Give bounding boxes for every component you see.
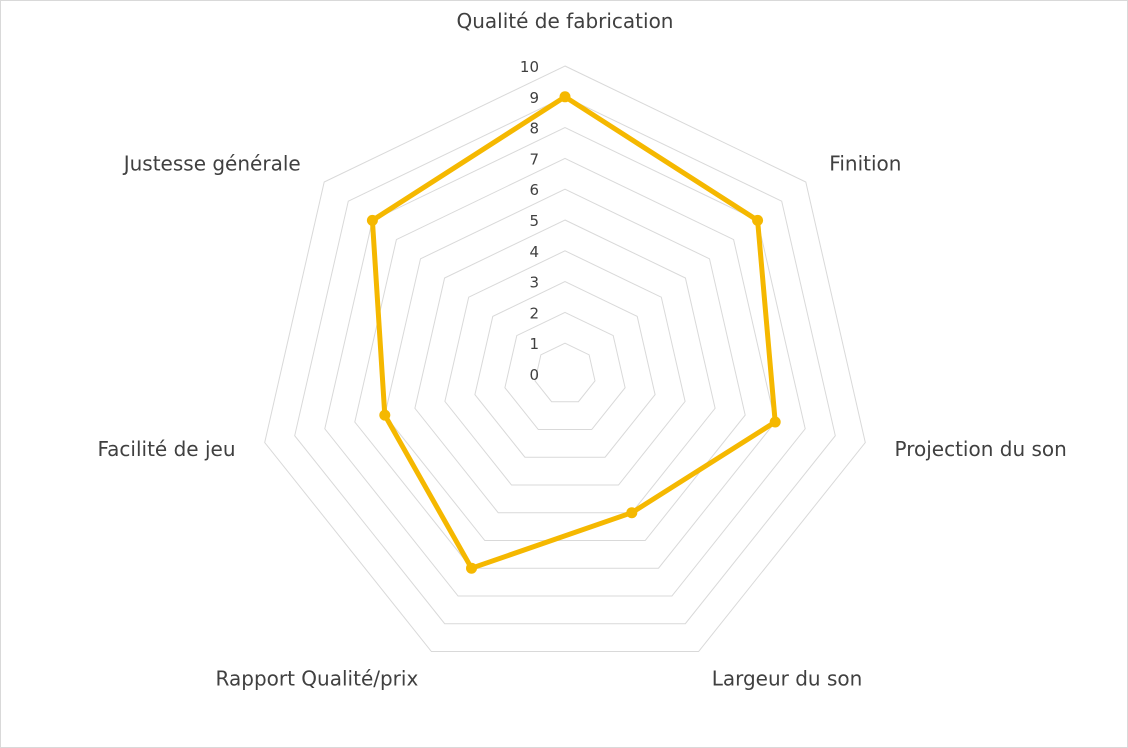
axis-label-7: Justesse générale	[122, 151, 301, 175]
grid	[264, 65, 866, 652]
tick-labels: 0 1 2 3 4 5 6 7 8 9 10	[520, 58, 539, 384]
data-point-5	[466, 562, 477, 574]
grid-ring-10	[264, 65, 866, 652]
tick-label-3: 3	[529, 274, 539, 292]
grid-ring-8	[324, 127, 806, 597]
axis-label-3: Projection du son	[895, 437, 1067, 461]
grid-ring-3	[474, 281, 656, 458]
tick-label-1: 1	[529, 335, 539, 353]
tick-label-9: 9	[529, 89, 539, 107]
axis-label-4: Largeur du son	[712, 667, 863, 691]
tick-label-5: 5	[529, 212, 539, 230]
data-point-1	[559, 91, 571, 103]
grid-ring-4	[444, 250, 686, 486]
series-line	[369, 94, 778, 571]
tick-label-8: 8	[529, 120, 539, 138]
grid-ring-7	[354, 157, 776, 569]
tick-label-6: 6	[529, 181, 539, 199]
data-point-6	[379, 409, 391, 421]
data-point-4	[626, 507, 638, 519]
data-point-7	[366, 214, 378, 226]
grid-ring-6	[384, 188, 746, 541]
axis-labels: Qualité de fabrication Finition Projection…	[98, 9, 1067, 691]
grid-ring-9	[294, 96, 836, 625]
data-point-2	[752, 214, 764, 226]
axis-label-5: Rapport Qualité/prix	[216, 667, 419, 691]
axis-label-2: Finition	[829, 151, 901, 175]
data-point-3	[769, 416, 781, 428]
axis-label-6: Facilité de jeu	[98, 437, 236, 461]
grid-ring-5	[414, 219, 716, 514]
grid-ring-2	[504, 311, 626, 430]
tick-label-10: 10	[520, 58, 539, 76]
grid-ring-1	[534, 342, 596, 403]
tick-label-7: 7	[529, 150, 539, 168]
axis-label-1: Qualité de fabrication	[457, 9, 674, 33]
tick-label-2: 2	[529, 304, 539, 322]
tick-label-4: 4	[529, 243, 539, 261]
tick-label-0: 0	[529, 366, 539, 384]
series-layer	[366, 91, 781, 574]
